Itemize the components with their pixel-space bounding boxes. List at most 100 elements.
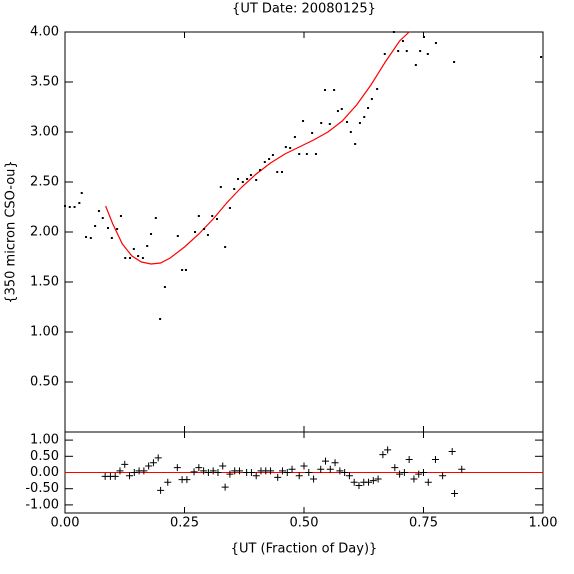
y-tick-label: 2.50 — [30, 175, 59, 190]
residual-point — [140, 467, 148, 475]
data-point — [414, 64, 417, 66]
data-point — [246, 178, 249, 180]
residual-point — [400, 469, 408, 476]
data-point — [276, 171, 279, 173]
data-point — [197, 215, 200, 217]
residual-point — [200, 467, 208, 475]
residual-point — [405, 456, 413, 464]
y-tick-label: 0.00 — [30, 465, 59, 480]
y-tick-label: -0.50 — [25, 481, 59, 496]
y-tick-label: 0.50 — [30, 375, 59, 390]
x-tick-label: 1.00 — [529, 516, 558, 531]
residual-point — [121, 460, 129, 468]
data-point — [298, 153, 301, 155]
residual-point — [322, 457, 330, 465]
residual-point — [126, 472, 134, 480]
data-point — [376, 88, 379, 90]
y-axis-label: {350 micron CSO-ou} — [4, 160, 19, 303]
residual-point — [221, 483, 229, 491]
data-point — [184, 269, 187, 271]
residual-point — [219, 462, 227, 470]
residual-point — [345, 472, 353, 480]
data-point — [73, 206, 76, 208]
residual-point — [130, 469, 138, 476]
data-point — [219, 186, 222, 188]
residual-point — [214, 469, 222, 476]
y-tick-label: 1.00 — [30, 325, 59, 340]
residual-point — [365, 478, 373, 486]
residual-point — [267, 467, 275, 475]
data-point — [367, 107, 370, 109]
data-point — [311, 132, 314, 134]
data-point — [176, 235, 179, 237]
data-point — [150, 233, 153, 235]
data-point — [94, 225, 97, 227]
data-point — [340, 108, 343, 110]
data-point — [110, 237, 113, 239]
data-point — [237, 178, 240, 180]
x-tick-label: 0.75 — [409, 516, 438, 531]
residual-point — [204, 469, 212, 476]
data-point — [349, 131, 352, 133]
data-point — [206, 234, 209, 236]
data-point — [132, 248, 135, 250]
data-point — [358, 122, 361, 124]
y-tick-label: 1.00 — [30, 433, 59, 448]
residual-point — [190, 468, 198, 476]
data-point — [216, 218, 219, 220]
data-point — [68, 206, 71, 208]
data-point — [370, 98, 373, 100]
y-tick-label: 1.50 — [30, 275, 59, 290]
y-tick-label: -1.00 — [25, 497, 59, 512]
data-point — [181, 269, 184, 271]
data-point — [194, 231, 197, 233]
residual-point — [439, 472, 447, 480]
fit-curve — [105, 31, 410, 265]
residual-point — [195, 464, 203, 472]
data-point — [129, 257, 132, 259]
residual-point — [341, 469, 349, 476]
residual-point — [295, 472, 303, 480]
data-point — [383, 53, 386, 55]
residual-point — [317, 465, 325, 473]
data-point — [293, 136, 296, 138]
data-point — [146, 245, 149, 247]
residual-point — [448, 447, 456, 455]
residual-point — [116, 467, 124, 475]
chart-title: {UT Date: 20080125} — [232, 2, 376, 17]
data-point — [422, 36, 425, 38]
data-point — [314, 153, 317, 155]
residual-point — [154, 454, 162, 462]
data-point — [271, 154, 274, 156]
y-tick-label: 4.00 — [30, 25, 59, 40]
residual-point — [300, 462, 308, 470]
data-point — [453, 61, 456, 63]
residual-point — [420, 469, 427, 476]
residual-point — [252, 472, 260, 480]
data-point — [211, 215, 214, 217]
data-point — [97, 210, 100, 212]
residual-point — [410, 475, 418, 483]
data-point — [80, 192, 83, 194]
data-point — [268, 158, 271, 160]
residual-point — [157, 486, 165, 494]
residual-point — [374, 475, 382, 483]
data-point — [284, 146, 287, 148]
data-point — [203, 228, 206, 230]
data-point — [405, 50, 408, 52]
data-point — [320, 122, 323, 124]
y-tick-label: 2.00 — [30, 225, 59, 240]
residual-point — [336, 467, 344, 475]
x-axis-label: {UT (Fraction of Day)} — [231, 542, 378, 557]
residual-point — [278, 467, 286, 475]
residual-point — [384, 446, 392, 454]
data-point — [154, 217, 157, 219]
residual-point — [391, 464, 399, 472]
data-point — [302, 120, 305, 122]
residual-point — [326, 465, 334, 473]
residual-point — [396, 470, 404, 478]
y-tick-label: 0.50 — [30, 449, 59, 464]
data-point — [401, 40, 404, 42]
data-point — [281, 171, 284, 173]
